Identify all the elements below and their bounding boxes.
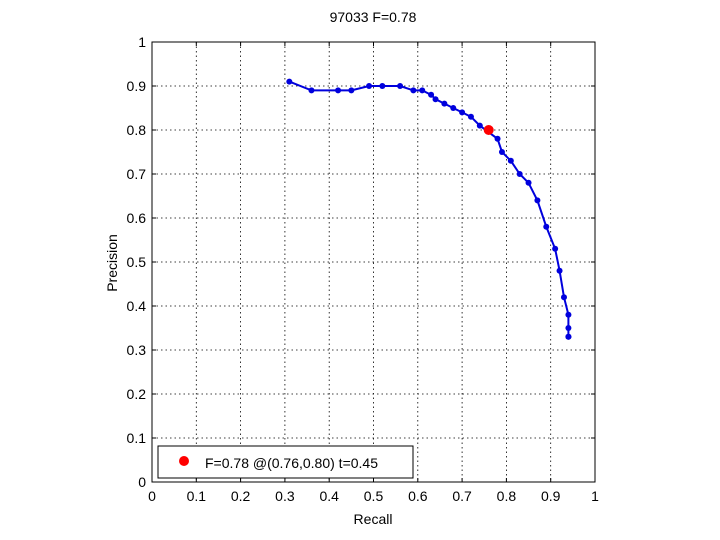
pr-curve-point (565, 333, 572, 340)
pr-curve-point (410, 87, 417, 94)
pr-curve-point (432, 96, 439, 103)
x-tick-label: 0.2 (231, 488, 251, 504)
best-f-point (483, 125, 494, 135)
pr-curve-point (525, 179, 532, 186)
y-tick-label: 0.4 (127, 298, 147, 314)
legend-marker (179, 456, 189, 466)
y-axis-label: Precision (104, 234, 120, 292)
y-tick-label: 0.1 (127, 430, 147, 446)
pr-curve-point (459, 109, 466, 116)
pr-curve-point (441, 100, 448, 107)
pr-curve-point (428, 91, 435, 98)
pr-curve-point (419, 87, 426, 94)
y-tick-label: 0.7 (127, 166, 147, 182)
pr-curve-point (565, 311, 572, 318)
pr-curve-point (308, 87, 315, 94)
x-tick-label: 0.5 (364, 488, 384, 504)
y-tick-label: 0.9 (127, 78, 147, 94)
legend-label: F=0.78 @(0.76,0.80) t=0.45 (205, 455, 378, 471)
pr-curve-point (397, 83, 404, 89)
pr-curve-point (335, 87, 342, 94)
x-tick-label: 0.8 (497, 488, 517, 504)
x-axis-label: Recall (354, 511, 393, 527)
pr-curve-point (467, 113, 474, 120)
y-tick-label: 0.3 (127, 342, 147, 358)
pr-curve-point (379, 83, 386, 89)
x-tick-label: 0.1 (187, 488, 207, 504)
pr-curve-point (560, 294, 567, 301)
y-tick-label: 0.8 (127, 122, 147, 138)
pr-curve-point (556, 267, 563, 274)
y-tick-label: 1 (138, 34, 146, 50)
pr-curve-point (476, 122, 483, 129)
x-tick-label: 0.3 (275, 488, 295, 504)
pr-curve-point (450, 105, 457, 111)
y-tick-label: 0.6 (127, 210, 147, 226)
y-axis-ticks: 0 0.1 0.2 0.3 0.4 0.5 0.6 0.7 0.8 0.9 1 (127, 34, 595, 490)
pr-curve-point (534, 197, 541, 204)
x-tick-label: 0 (148, 488, 156, 504)
pr-curve-point (286, 78, 293, 85)
pr-curve-point (516, 171, 523, 177)
x-tick-label: 0.4 (319, 488, 339, 504)
pr-curve-point (348, 87, 355, 94)
x-tick-label: 1 (591, 488, 599, 504)
x-tick-label: 0.6 (408, 488, 428, 504)
pr-curve-point (494, 135, 501, 142)
x-tick-label: 0.7 (452, 488, 472, 504)
legend-box (157, 445, 414, 479)
pr-curve-point (552, 245, 559, 252)
pr-curve-points (286, 78, 572, 340)
pr-curve-point (498, 149, 505, 155)
y-tick-label: 0 (138, 474, 146, 490)
legend: F=0.78 @(0.76,0.80) t=0.45 (157, 445, 414, 479)
y-tick-label: 0.5 (127, 254, 147, 270)
x-axis-ticks: 0 0.1 0.2 0.3 0.4 0.5 0.6 0.7 0.8 0.9 1 (148, 42, 599, 504)
pr-curve-point (366, 83, 373, 89)
pr-curve-point (507, 157, 514, 164)
chart-title: 97033 F=0.78 (330, 9, 417, 25)
x-tick-label: 0.9 (541, 488, 561, 504)
pr-curve-point (543, 223, 550, 230)
pr-curve-point (565, 325, 572, 331)
y-tick-label: 0.2 (127, 386, 147, 402)
